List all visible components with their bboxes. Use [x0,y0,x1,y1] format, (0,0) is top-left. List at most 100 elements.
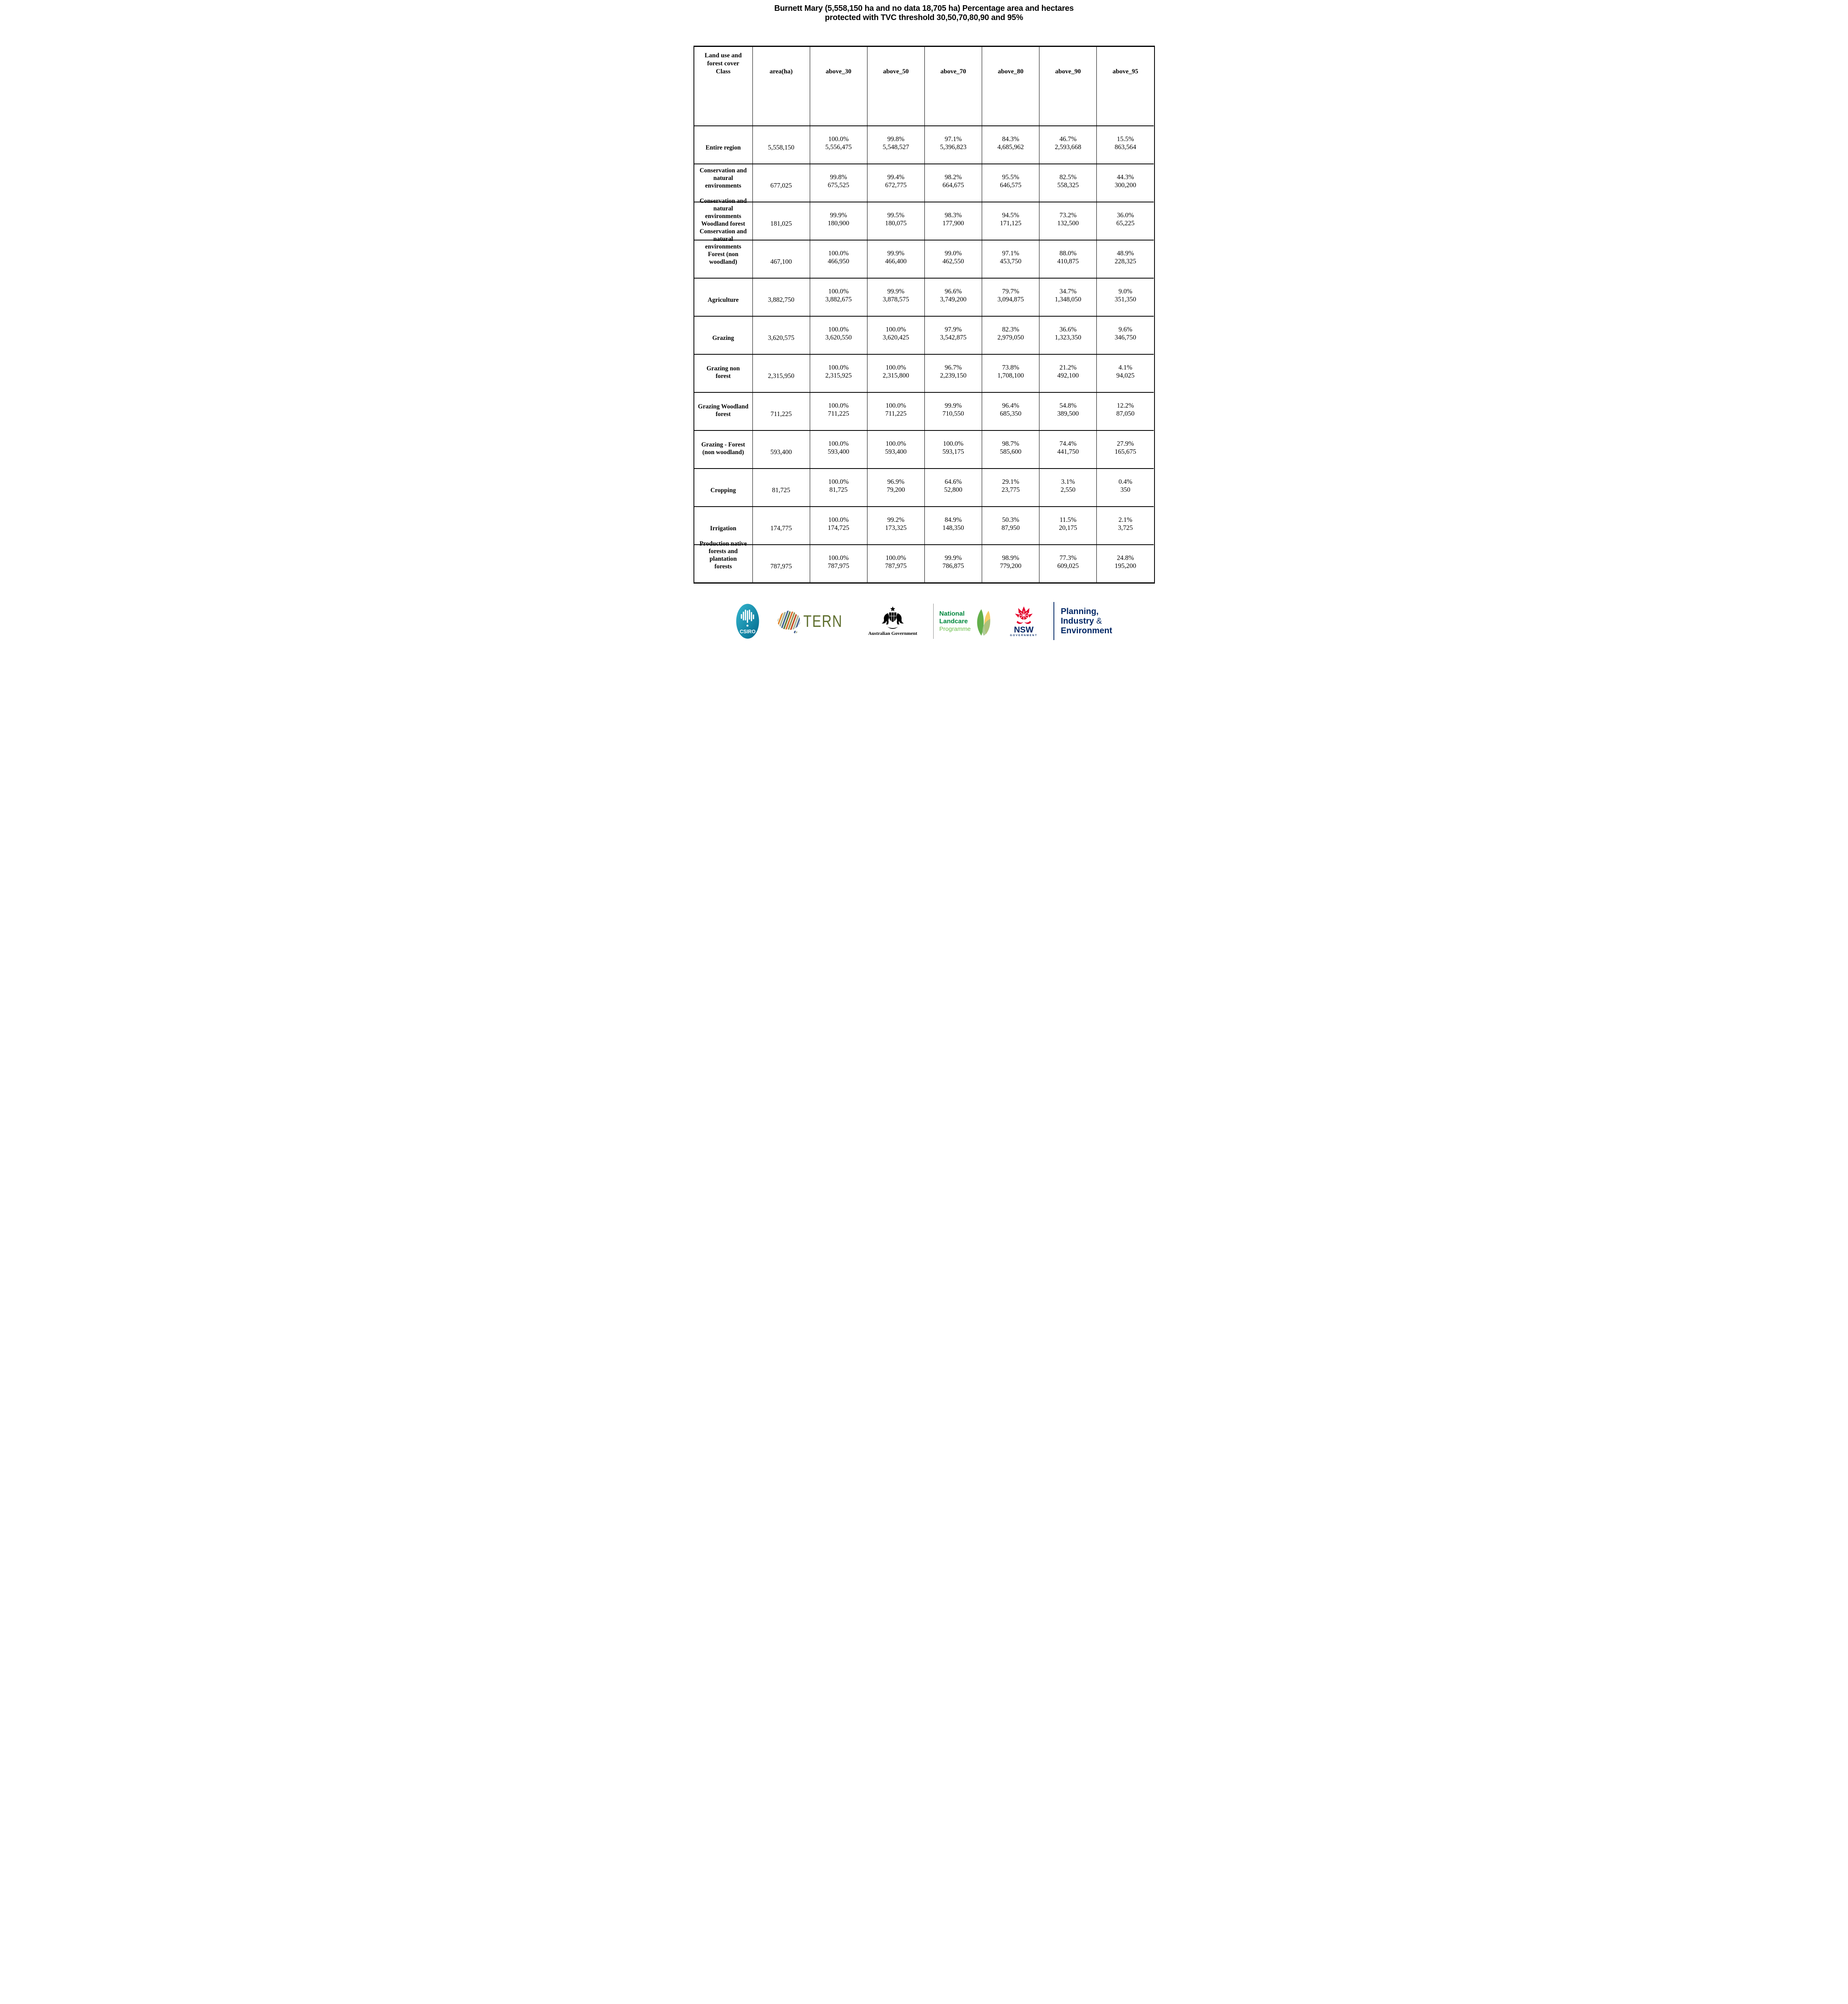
hectares-value: 710,550 [942,409,964,417]
hectares-value: 863,564 [1114,143,1136,151]
area-value: 174,775 [752,506,810,544]
hectares-value: 711,225 [885,409,907,417]
threshold-cell: 99.8% 675,525 [809,164,867,202]
percent-value: 3.1% [1061,477,1075,485]
percent-value: 79.7% [1002,287,1019,295]
threshold-cell: 64.6% 52,800 [924,468,982,506]
percent-value: 100.0% [943,439,964,447]
tern-map-icon [777,610,800,634]
threshold-cell: 73.8% 1,708,100 [982,354,1039,392]
percent-value: 95.5% [1002,173,1019,181]
hectares-value: 174,725 [827,523,849,531]
hectares-value: 2,593,668 [1055,143,1082,151]
threshold-cell: 44.3% 300,200 [1096,164,1154,202]
tern-label: TERN [803,612,843,630]
threshold-cell: 100.0% 3,620,425 [867,316,924,354]
threshold-cell: 98.3% 177,900 [924,202,982,240]
percent-value: 99.8% [887,135,905,143]
percent-value: 100.0% [828,439,849,447]
percent-value: 73.8% [1002,363,1019,371]
percent-value: 96.6% [944,287,962,295]
threshold-cell: 97.1% 5,396,823 [924,125,982,164]
percent-value: 97.1% [944,135,962,143]
csiro-logo: CSIRO [736,604,759,639]
threshold-cell: 74.4% 441,750 [1039,430,1097,468]
row-label: Irrigation [694,506,752,544]
percent-value: 100.0% [828,554,849,562]
threshold-cell: 88.0% 410,875 [1039,240,1097,278]
percent-value: 100.0% [886,554,906,562]
hectares-value: 462,550 [942,257,964,265]
hectares-value: 195,200 [1114,562,1136,570]
hectares-value: 410,875 [1057,257,1079,265]
area-value: 5,558,150 [752,125,810,164]
hectares-value: 3,542,875 [940,333,966,341]
threshold-cell: 98.2% 664,675 [924,164,982,202]
hectares-value: 23,775 [1001,485,1020,493]
threshold-cell: 15.5% 863,564 [1096,125,1154,164]
percent-value: 100.0% [828,325,849,333]
percent-value: 82.5% [1059,173,1077,181]
hectares-value: 1,323,350 [1055,333,1082,341]
column-header: above_80 [982,47,1039,125]
report-page: Burnett Mary (5,558,150 ha and no data 1… [693,0,1155,640]
hectares-value: 52,800 [944,485,962,493]
threshold-cell: 96.9% 79,200 [867,468,924,506]
pie-industry: Industry [1061,616,1094,626]
percent-value: 99.9% [944,554,962,562]
pie-line-1: Planning, [1061,607,1099,616]
hectares-value: 20,175 [1059,523,1077,531]
hectares-value: 4,685,962 [997,143,1024,151]
percent-value: 100.0% [828,249,849,257]
hectares-value: 2,239,150 [940,371,966,379]
hectares-value: 65,225 [1116,219,1135,227]
column-header: area(ha) [752,47,810,125]
percent-value: 11.5% [1059,515,1077,523]
divider [1053,602,1055,640]
hectares-value: 585,600 [1000,447,1021,455]
hectares-value: 350 [1120,485,1130,493]
percent-value: 100.0% [886,439,906,447]
threshold-cell: 96.4% 685,350 [982,392,1039,430]
percent-value: 29.1% [1002,477,1019,485]
area-value: 467,100 [752,240,810,278]
percent-value: 99.9% [944,401,962,409]
threshold-cell: 99.9% 180,900 [809,202,867,240]
threshold-cell: 99.0% 462,550 [924,240,982,278]
hectares-value: 1,348,050 [1055,295,1082,303]
landcare-label: National Landcare Programme [939,610,971,633]
landcare-leaves-icon [977,609,990,636]
threshold-cell: 2.1% 3,725 [1096,506,1154,544]
threshold-cell: 0.4% 350 [1096,468,1154,506]
hectares-value: 466,400 [885,257,907,265]
hectares-value: 593,175 [942,447,964,455]
threshold-cell: 36.6% 1,323,350 [1039,316,1097,354]
row-label: Agriculture [694,278,752,316]
threshold-cell: 99.9% 3,878,575 [867,278,924,316]
hectares-value: 787,975 [885,562,907,570]
hectares-value: 1,708,100 [997,371,1024,379]
threshold-cell: 11.5% 20,175 [1039,506,1097,544]
hectares-value: 5,396,823 [940,143,966,151]
hectares-value: 593,400 [885,447,907,455]
hectares-value: 3,620,425 [882,333,909,341]
landcare-line-3: Programme [939,625,971,632]
threshold-cell: 99.4% 672,775 [867,164,924,202]
percent-value: 97.9% [944,325,962,333]
percent-value: 0.4% [1118,477,1132,485]
hectares-value: 2,315,925 [825,371,852,379]
percent-value: 100.0% [886,325,906,333]
percent-value: 100.0% [828,401,849,409]
area-value: 677,025 [752,164,810,202]
percent-value: 99.9% [830,211,847,219]
hectares-value: 165,675 [1114,447,1136,455]
percent-value: 94.5% [1002,211,1019,219]
threshold-cell: 99.9% 786,875 [924,544,982,582]
threshold-cell: 100.0% 593,400 [867,430,924,468]
column-header: above_70 [924,47,982,125]
threshold-cell: 12.2% 87,050 [1096,392,1154,430]
threshold-cell: 73.2% 132,500 [1039,202,1097,240]
pie-line-3: Environment [1061,626,1112,635]
threshold-cell: 9.0% 351,350 [1096,278,1154,316]
threshold-cell: 99.9% 466,400 [867,240,924,278]
